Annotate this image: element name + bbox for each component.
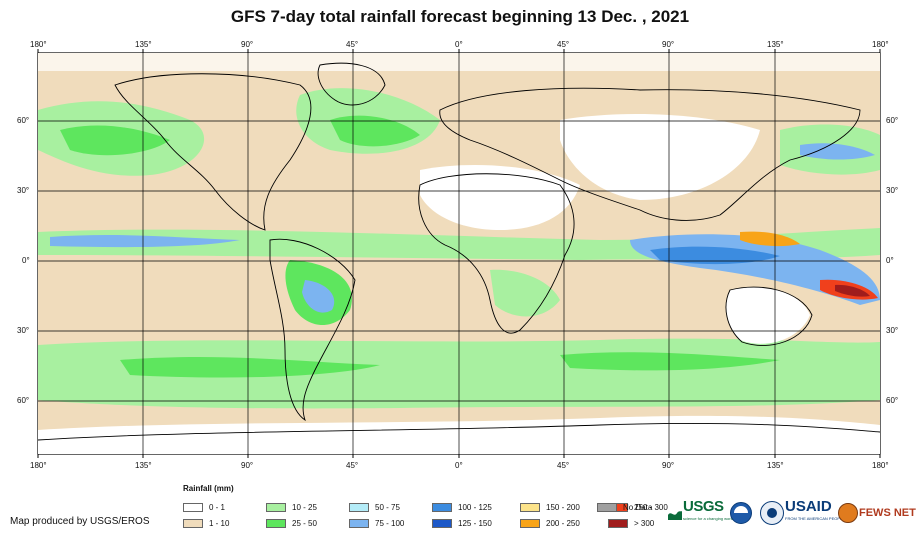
legend-label: 200 - 250 [546,518,580,528]
lon-label-top: 45° [557,40,570,49]
legend-item: No Data [597,502,652,512]
legend-swatch [183,518,203,528]
lat-label-right: 60° [886,396,899,405]
lat-label-right: 0° [886,256,894,265]
legend-label: 50 - 75 [375,502,400,512]
legend-label: 25 - 50 [292,518,317,528]
legend-item: 125 - 150 [432,518,492,528]
legend-label: 250 - 300 [634,502,668,512]
fews-net-logo: FEWS NET [838,498,916,528]
lon-label-bottom: 180° [30,461,47,470]
legend-item: > 300 [608,518,654,528]
legend-swatch [266,518,286,528]
greenland-outline [317,62,386,106]
lon-label-top: 45° [346,40,359,49]
lon-label-bottom: 90° [662,461,675,470]
legend-swatch [520,518,540,528]
frame-ticks [37,49,881,458]
map-title: GFS 7-day total rainfall forecast beginn… [230,7,690,26]
south-america-outline [269,238,356,422]
lat-label-left: 30° [17,326,30,335]
legend-item: 75 - 100 [349,518,404,528]
lon-label-bottom: 90° [241,461,254,470]
usaid-tagline: FROM THE AMERICAN PEOPLE [785,516,845,521]
lat-label-right: 60° [886,116,899,125]
credit-text: Map produced by USGS/EROS [10,516,150,527]
legend-label: 100 - 125 [458,502,492,512]
lon-label-top: 180° [872,40,889,49]
lon-label-bottom: 0° [455,461,463,470]
lat-label-left: 60° [17,396,30,405]
lon-label-top: 135° [135,40,152,49]
lat-label-left: 30° [17,186,30,195]
lon-label-bottom: 45° [346,461,359,470]
lat-label-left: 0° [22,256,30,265]
lon-label-bottom: 45° [557,461,570,470]
australia-outline [725,286,813,346]
legend-swatch [597,502,617,512]
lon-label-bottom: 135° [767,461,784,470]
legend-item: 100 - 125 [432,502,492,512]
legend-label: > 300 [634,518,655,528]
usaid-seal-icon [760,501,784,525]
usgs-logo: USGS science for a changing world [668,498,734,528]
legend-item: 10 - 25 [266,502,317,512]
lat-label-left: 60° [17,116,30,125]
lon-label-top: 135° [767,40,784,49]
legend-label: No Data [623,502,653,512]
graticule [38,53,880,454]
fews-wordmark: FEWS NET [859,507,916,519]
lon-label-top: 0° [455,40,463,49]
legend-swatch [183,502,203,512]
continent-outlines [38,62,880,441]
usgs-wave-icon [668,511,682,520]
lon-label-bottom: 135° [135,461,152,470]
legend-title: Rainfall (mm) [183,484,234,493]
legend-item: 25 - 50 [266,518,317,528]
lat-label-right: 30° [886,326,899,335]
lon-label-bottom: 180° [872,461,889,470]
legend-swatch [266,502,286,512]
legend-swatch [608,518,628,528]
eurasia-outline [439,87,861,221]
noaa-logo-icon [730,502,752,524]
lon-label-top: 180° [30,40,47,49]
legend-swatch [349,502,369,512]
legend-swatch [432,518,452,528]
legend-label: 1 - 10 [209,518,230,528]
lon-label-top: 90° [662,40,675,49]
africa-outline [418,173,575,334]
legend-label: 150 - 200 [546,502,580,512]
usaid-logo: USAID FROM THE AMERICAN PEOPLE [785,498,845,528]
legend-swatch [349,518,369,528]
legend-label: 75 - 100 [375,518,405,528]
usgs-wordmark: USGS [683,498,724,515]
legend-item: 200 - 250 [520,518,580,528]
usaid-wordmark: USAID [785,498,832,515]
legend-item: 0 - 1 [183,502,225,512]
legend-item: 50 - 75 [349,502,400,512]
legend-item: 1 - 10 [183,518,229,528]
antarctica-outline [38,422,880,441]
legend-label: 125 - 150 [458,518,492,528]
legend-item: 150 - 200 [520,502,580,512]
lat-label-right: 30° [886,186,899,195]
legend-swatch [432,502,452,512]
legend-label: 10 - 25 [292,502,317,512]
legend-label: 0 - 1 [209,502,226,512]
lon-label-top: 90° [241,40,254,49]
legend-swatch [520,502,540,512]
fews-emblem-icon [838,503,858,523]
north-america-outline [114,73,312,231]
usgs-tagline: science for a changing world [683,516,734,521]
